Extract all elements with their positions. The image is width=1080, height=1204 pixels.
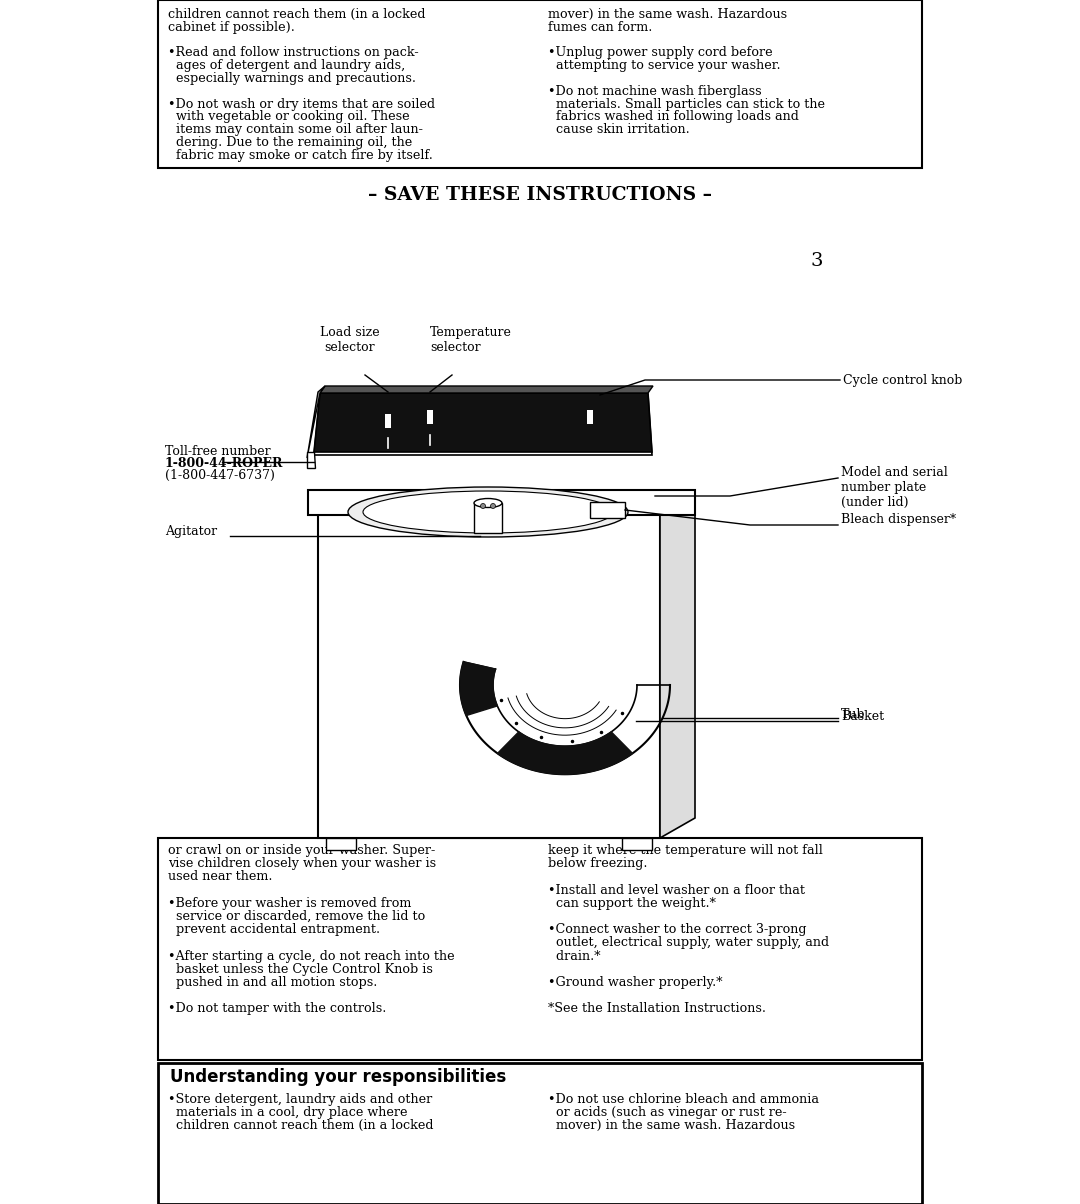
Text: •Do not tamper with the controls.: •Do not tamper with the controls. <box>168 1003 387 1015</box>
Text: fumes can form.: fumes can form. <box>548 20 652 34</box>
Text: outlet, electrical supply, water supply, and: outlet, electrical supply, water supply,… <box>548 937 829 950</box>
Polygon shape <box>660 490 696 838</box>
Text: service or discarded, remove the lid to: service or discarded, remove the lid to <box>168 910 426 923</box>
Bar <box>318 510 660 838</box>
Text: Temperature
selector: Temperature selector <box>430 326 512 354</box>
Text: Agitator: Agitator <box>165 525 217 537</box>
Bar <box>158 838 922 1060</box>
Bar <box>474 503 502 533</box>
Bar <box>590 502 625 518</box>
Text: •Unplug power supply cord before: •Unplug power supply cord before <box>548 47 772 59</box>
Text: materials in a cool, dry place where: materials in a cool, dry place where <box>168 1106 407 1120</box>
Polygon shape <box>314 393 652 452</box>
Ellipse shape <box>474 498 502 508</box>
Text: Toll-free number: Toll-free number <box>165 445 271 458</box>
Text: prevent accidental entrapment.: prevent accidental entrapment. <box>168 923 380 937</box>
Ellipse shape <box>348 486 627 537</box>
Text: •Read and follow instructions on pack-: •Read and follow instructions on pack- <box>168 47 419 59</box>
Text: below freezing.: below freezing. <box>548 857 648 870</box>
Polygon shape <box>307 452 315 468</box>
Bar <box>326 838 356 850</box>
Circle shape <box>481 503 486 508</box>
Polygon shape <box>308 490 696 515</box>
Text: 1-800-44-ROPER: 1-800-44-ROPER <box>165 458 283 470</box>
Text: •Do not machine wash fiberglass: •Do not machine wash fiberglass <box>548 84 761 98</box>
Text: Load size
selector: Load size selector <box>320 326 380 354</box>
Text: Bleach dispenser*: Bleach dispenser* <box>841 513 956 526</box>
Text: keep it where the temperature will not fall: keep it where the temperature will not f… <box>548 844 823 857</box>
Text: Understanding your responsibilities: Understanding your responsibilities <box>170 1068 507 1086</box>
Polygon shape <box>307 386 325 458</box>
Ellipse shape <box>363 491 613 533</box>
Text: or acids (such as vinegar or rust re-: or acids (such as vinegar or rust re- <box>548 1106 786 1120</box>
Text: Cycle control knob: Cycle control knob <box>843 374 962 386</box>
Text: or crawl on or inside your washer. Super-: or crawl on or inside your washer. Super… <box>168 844 435 857</box>
Circle shape <box>490 503 496 508</box>
Text: •Before your washer is removed from: •Before your washer is removed from <box>168 897 411 910</box>
Text: – SAVE THESE INSTRUCTIONS –: – SAVE THESE INSTRUCTIONS – <box>368 185 712 203</box>
Text: •Do not use chlorine bleach and ammonia: •Do not use chlorine bleach and ammonia <box>548 1093 819 1106</box>
Text: fabrics washed in following loads and: fabrics washed in following loads and <box>548 111 799 123</box>
Text: especially warnings and precautions.: especially warnings and precautions. <box>168 72 416 85</box>
Bar <box>427 411 433 424</box>
Text: 3: 3 <box>810 252 823 270</box>
Text: •Ground washer properly.*: •Ground washer properly.* <box>548 976 723 988</box>
Text: vise children closely when your washer is: vise children closely when your washer i… <box>168 857 436 870</box>
Polygon shape <box>320 386 653 393</box>
Text: attempting to service your washer.: attempting to service your washer. <box>548 59 781 72</box>
Text: children cannot reach them (in a locked: children cannot reach them (in a locked <box>168 8 426 20</box>
Text: *See the Installation Instructions.: *See the Installation Instructions. <box>548 1003 766 1015</box>
Polygon shape <box>314 395 652 455</box>
Text: (1-800-447-6737): (1-800-447-6737) <box>165 470 275 482</box>
Text: with vegetable or cooking oil. These: with vegetable or cooking oil. These <box>168 111 409 123</box>
Bar <box>622 838 652 850</box>
Text: basket unless the Cycle Control Knob is: basket unless the Cycle Control Knob is <box>168 963 433 975</box>
Text: cabinet if possible).: cabinet if possible). <box>168 20 295 34</box>
Text: •Connect washer to the correct 3-prong: •Connect washer to the correct 3-prong <box>548 923 807 937</box>
Text: •Store detergent, laundry aids and other: •Store detergent, laundry aids and other <box>168 1093 432 1106</box>
Text: fabric may smoke or catch fire by itself.: fabric may smoke or catch fire by itself… <box>168 149 433 161</box>
Text: Tub: Tub <box>841 708 865 721</box>
Text: •After starting a cycle, do not reach into the: •After starting a cycle, do not reach in… <box>168 950 455 963</box>
Text: •Install and level washer on a floor that: •Install and level washer on a floor tha… <box>548 884 805 897</box>
Text: can support the weight.*: can support the weight.* <box>548 897 716 910</box>
Polygon shape <box>498 732 633 774</box>
Text: •Do not wash or dry items that are soiled: •Do not wash or dry items that are soile… <box>168 98 435 111</box>
Text: ages of detergent and laundry aids,: ages of detergent and laundry aids, <box>168 59 405 72</box>
Bar <box>158 1063 922 1204</box>
Text: Basket: Basket <box>841 710 885 724</box>
Text: drain.*: drain.* <box>548 950 600 963</box>
Bar <box>588 411 593 424</box>
Text: dering. Due to the remaining oil, the: dering. Due to the remaining oil, the <box>168 136 413 149</box>
Text: Model and serial
number plate
(under lid): Model and serial number plate (under lid… <box>841 466 948 509</box>
Text: cause skin irritation.: cause skin irritation. <box>548 123 690 136</box>
Bar <box>384 414 391 427</box>
Text: items may contain some oil after laun-: items may contain some oil after laun- <box>168 123 423 136</box>
Text: pushed in and all motion stops.: pushed in and all motion stops. <box>168 976 377 988</box>
Text: mover) in the same wash. Hazardous: mover) in the same wash. Hazardous <box>548 8 787 20</box>
Bar <box>158 0 922 169</box>
Text: mover) in the same wash. Hazardous: mover) in the same wash. Hazardous <box>548 1120 795 1133</box>
Text: children cannot reach them (in a locked: children cannot reach them (in a locked <box>168 1120 433 1133</box>
Text: used near them.: used near them. <box>168 870 272 884</box>
Text: materials. Small particles can stick to the: materials. Small particles can stick to … <box>548 98 825 111</box>
Polygon shape <box>460 662 498 715</box>
